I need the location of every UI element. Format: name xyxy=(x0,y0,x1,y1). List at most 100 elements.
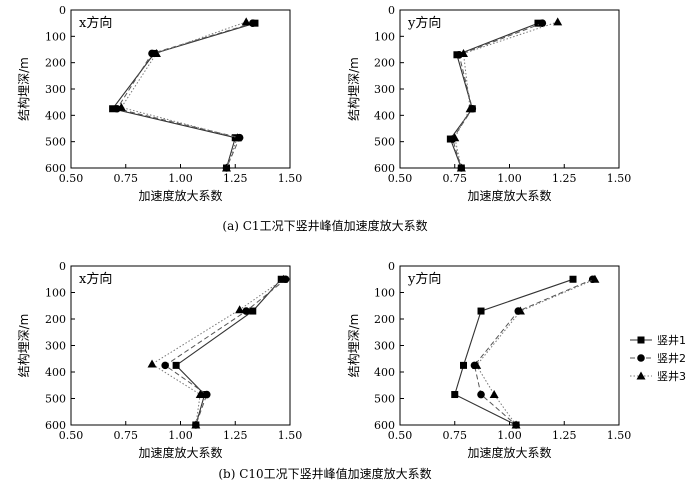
data-point-triangle xyxy=(489,390,499,399)
x-tick-label: 1.00 xyxy=(497,172,522,185)
data-point-square xyxy=(460,361,468,369)
series-line-3 xyxy=(475,278,596,426)
y-tick-label: 0 xyxy=(59,260,66,273)
x-tick-label: 1.50 xyxy=(278,429,303,442)
x-tick-label: 1.00 xyxy=(497,429,522,442)
x-tick-label: 0.50 xyxy=(59,429,84,442)
y-tick-label: 400 xyxy=(374,366,395,379)
chart-panel-3: 0.50 0.75 1.00 1.25 1.50 0 100 200 300 400 500 600 加… xyxy=(16,260,302,460)
legend-item-3: 竖井3 xyxy=(630,369,686,383)
chart-panel-4: 0.50 0.75 1.00 1.25 1.50 0 100 200 300 400 500 600 加… xyxy=(346,260,631,460)
y-tick-label: 300 xyxy=(45,83,66,96)
y-tick-label: 0 xyxy=(388,4,395,17)
y-tick-label: 100 xyxy=(45,30,66,43)
series-line-2 xyxy=(452,22,543,169)
y-tick-label: 400 xyxy=(45,366,66,379)
chart-panel-1: 0.50 0.75 1.00 1.25 1.50 0 100 200 300 400 500 600 加… xyxy=(16,4,302,203)
series-line-3 xyxy=(454,21,558,169)
series-line-3 xyxy=(120,21,247,169)
y-tick-label: 300 xyxy=(45,340,66,353)
y-tick-label: 500 xyxy=(374,393,395,406)
data-point-square xyxy=(451,391,459,399)
legend-marker-square xyxy=(637,336,645,344)
y-tick-label: 200 xyxy=(374,57,395,70)
data-point-triangle xyxy=(116,102,126,111)
legend-label: 竖井2 xyxy=(657,351,686,365)
charts-group: 0.50 0.75 1.00 1.25 1.50 0 100 200 300 400 500 600 加… xyxy=(16,4,631,460)
data-point-triangle xyxy=(147,359,157,368)
data-point-circle xyxy=(538,19,547,27)
x-tick-label: 0.75 xyxy=(443,172,468,185)
series-line-1 xyxy=(111,22,256,169)
data-point-triangle xyxy=(241,17,251,26)
y-tick-label: 200 xyxy=(374,313,395,326)
legend-label: 竖井1 xyxy=(657,333,686,347)
series-line-1 xyxy=(449,22,539,169)
y-tick-label: 0 xyxy=(59,4,66,17)
data-point-triangle xyxy=(151,48,161,57)
series-line-3 xyxy=(151,278,284,426)
data-point-circle xyxy=(161,361,169,370)
x-tick-label: 1.50 xyxy=(607,172,632,185)
x-tick-label: 1.50 xyxy=(278,172,303,185)
data-point-triangle xyxy=(195,390,205,399)
data-point-triangle xyxy=(191,420,201,429)
series-line-2 xyxy=(473,278,593,426)
legend-marker-circle xyxy=(637,354,645,362)
series-line-2 xyxy=(164,278,286,426)
legend: 竖井1 竖井2 竖井3 xyxy=(630,333,686,383)
x-tick-label: 0.75 xyxy=(443,429,468,442)
panel-direction-label: y方向 xyxy=(407,15,441,31)
y-axis-label: 结构埋深/m xyxy=(16,314,31,378)
y-tick-label: 300 xyxy=(374,340,395,353)
data-point-triangle xyxy=(221,163,231,172)
x-tick-label: 0.50 xyxy=(388,172,413,185)
data-point-circle xyxy=(248,19,257,27)
data-point-triangle xyxy=(456,163,466,172)
chart-panel-2: 0.50 0.75 1.00 1.25 1.50 0 100 200 300 400 500 600 加… xyxy=(346,4,631,203)
data-point-circle xyxy=(477,390,485,399)
panel-direction-label: x方向 xyxy=(79,271,112,287)
y-axis-label: 结构埋深/m xyxy=(346,57,361,121)
x-axis-label: 加速度放大系数 xyxy=(467,188,551,203)
legend-item-1: 竖井1 xyxy=(630,333,686,347)
y-axis-label: 结构埋深/m xyxy=(346,314,361,378)
plot-frame xyxy=(399,265,620,426)
data-point-triangle xyxy=(450,133,460,142)
series-line-1 xyxy=(175,278,282,426)
data-point-square xyxy=(569,275,577,283)
legend-label: 竖井3 xyxy=(657,369,686,383)
data-point-square xyxy=(534,19,542,27)
x-tick-label: 1.25 xyxy=(223,172,248,185)
series-line-1 xyxy=(454,278,574,426)
y-tick-label: 100 xyxy=(374,30,395,43)
panel-direction-label: x方向 xyxy=(79,15,112,31)
plot-frame xyxy=(70,9,291,169)
x-tick-label: 0.50 xyxy=(59,172,84,185)
data-point-triangle xyxy=(465,104,475,113)
data-point-circle xyxy=(242,307,250,315)
x-tick-label: 1.25 xyxy=(552,429,577,442)
y-tick-label: 500 xyxy=(374,136,395,149)
panel-direction-label: y方向 xyxy=(407,271,441,287)
data-point-triangle xyxy=(472,360,482,369)
plot-frame xyxy=(399,9,620,169)
x-tick-label: 1.00 xyxy=(168,429,193,442)
x-tick-label: 0.75 xyxy=(114,429,139,442)
data-point-triangle xyxy=(235,305,245,314)
y-tick-label: 100 xyxy=(374,287,395,300)
x-tick-label: 0.50 xyxy=(388,429,413,442)
data-point-triangle xyxy=(515,306,525,315)
y-tick-label: 600 xyxy=(374,419,395,432)
y-tick-label: 0 xyxy=(388,260,395,273)
legend-item-2: 竖井2 xyxy=(630,351,686,365)
y-tick-label: 300 xyxy=(374,83,395,96)
data-point-triangle xyxy=(278,274,288,283)
data-point-triangle xyxy=(553,17,563,26)
x-tick-label: 1.25 xyxy=(223,429,248,442)
legend-marker-triangle xyxy=(636,371,646,380)
y-tick-label: 500 xyxy=(45,136,66,149)
data-point-triangle xyxy=(459,48,469,57)
y-tick-label: 200 xyxy=(45,313,66,326)
